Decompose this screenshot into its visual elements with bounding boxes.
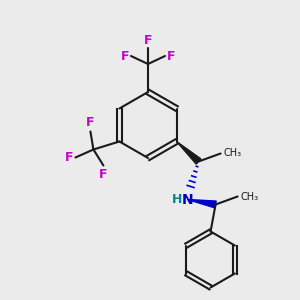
Text: N: N bbox=[182, 193, 194, 206]
Text: CH₃: CH₃ bbox=[241, 191, 259, 202]
Polygon shape bbox=[177, 142, 201, 164]
Text: F: F bbox=[86, 116, 95, 130]
Text: F: F bbox=[144, 34, 152, 47]
Text: CH₃: CH₃ bbox=[224, 148, 242, 158]
Text: H: H bbox=[171, 193, 182, 206]
Text: F: F bbox=[121, 50, 129, 62]
Polygon shape bbox=[188, 200, 216, 208]
Text: F: F bbox=[65, 151, 74, 164]
Text: F: F bbox=[167, 50, 176, 62]
Text: F: F bbox=[99, 167, 108, 181]
